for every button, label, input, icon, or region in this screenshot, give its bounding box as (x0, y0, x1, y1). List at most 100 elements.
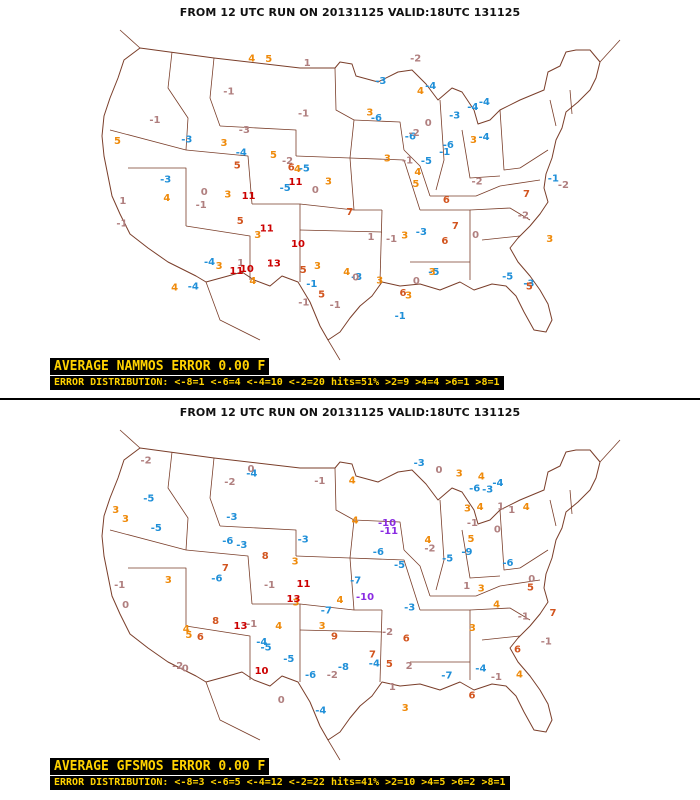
station-error-value: -6 (371, 113, 382, 124)
station-error-value: 3 (319, 621, 326, 632)
station-error-value: -6 (373, 547, 384, 558)
station-error-value: 4 (478, 472, 485, 483)
state-boundary (128, 567, 187, 626)
station-error-value: -5 (421, 156, 432, 167)
station-error-value: -2 (518, 211, 529, 222)
station-error-value: 5 (234, 161, 241, 172)
station-error-value: -6 (502, 558, 513, 569)
station-error-value: -1 (541, 636, 552, 647)
state-boundary (185, 625, 251, 680)
station-error-value: 10 (240, 264, 254, 275)
state-boundary (469, 207, 531, 221)
station-error-value: -7 (350, 575, 361, 586)
state-boundary (299, 203, 382, 211)
station-error-value: 11 (260, 223, 274, 234)
station-error-value: 1 (389, 682, 396, 693)
station-error-value: -5 (143, 494, 154, 505)
station-error-value: -5 (394, 560, 405, 571)
station-error-value: -4 (479, 97, 490, 108)
station-error-value: -2 (224, 477, 235, 488)
station-error-value: 7 (550, 608, 557, 619)
station-error-value: -2 (558, 180, 569, 191)
station-error-value: 0 (436, 465, 443, 476)
station-error-value: -4 (188, 282, 199, 293)
state-boundary (569, 89, 573, 115)
station-error-value: 3 (314, 261, 321, 272)
station-error-value: -1 (264, 580, 275, 591)
station-error-value: 1 (497, 502, 504, 513)
station-error-value: -4 (467, 102, 478, 113)
station-error-value: 5 (526, 282, 533, 293)
station-error-value: 4 (275, 621, 282, 632)
station-error-value: -3 (239, 125, 250, 136)
station-error-value: -4 (246, 469, 257, 480)
station-error-value: -2 (410, 53, 421, 64)
station-error-value: -1 (116, 218, 127, 229)
station-error-value: 9 (331, 631, 338, 642)
station-error-value: -2 (409, 128, 420, 139)
station-error-value: -6 (443, 140, 454, 151)
station-error-value: 4 (516, 669, 523, 680)
station-error-value: -3 (523, 278, 534, 289)
state-boundary (481, 235, 521, 241)
state-boundary (299, 629, 383, 633)
station-error-value: -1 (386, 234, 397, 245)
station-error-value: 3 (325, 177, 332, 188)
station-error-value: 4 (349, 476, 356, 487)
station-error-value: 4 (249, 276, 256, 287)
station-error-value: 4 (294, 164, 301, 175)
state-boundary (481, 635, 521, 641)
station-error-value: -3 (404, 603, 415, 614)
station-error-value: -1 (223, 87, 234, 98)
station-error-value: -10 (378, 518, 396, 529)
station-error-value: -3 (226, 512, 237, 523)
state-boundary (435, 499, 445, 591)
station-error-value: -5 (151, 523, 162, 534)
map-panel-gfsmos: FROM 12 UTC RUN ON 20131125 VALID:18UTC … (0, 400, 700, 800)
map-canvas: -6-4-5-6-3-5-7-6-4-3-6-5-4-7-3-5-6-4-3-5… (101, 429, 621, 761)
station-error-value: 4 (493, 600, 500, 611)
station-error-value: 6 (288, 162, 295, 173)
station-error-value: -5 (261, 643, 272, 654)
station-error-value: 4 (343, 267, 350, 278)
state-boundary (519, 149, 549, 169)
station-error-value: -3 (414, 458, 425, 469)
station-error-value: 7 (523, 189, 530, 200)
station-error-value: -2 (382, 627, 393, 638)
station-error-value: 1 (304, 58, 311, 69)
station-error-value: -3 (160, 174, 171, 185)
station-error-value: 0 (528, 574, 535, 585)
state-boundary (461, 529, 501, 579)
station-error-value: -4 (425, 81, 436, 92)
station-error-value: -8 (338, 662, 349, 673)
station-error-value: 11 (242, 191, 256, 202)
station-error-value: 5 (318, 290, 325, 301)
station-error-value: -1 (518, 612, 529, 623)
station-error-value: -6 (469, 484, 480, 495)
station-error-value: 7 (222, 563, 229, 574)
station-error-value: -5 (283, 654, 294, 665)
station-error-value: -10 (356, 592, 374, 603)
state-boundary (430, 585, 501, 597)
station-error-value: 3 (405, 291, 412, 302)
station-error-value: 0 (248, 464, 255, 475)
state-boundary (349, 157, 421, 211)
state-boundary (185, 225, 251, 280)
station-error-value: 13 (267, 258, 281, 269)
station-error-value: 3 (112, 505, 119, 516)
station-error-value: 6 (197, 632, 204, 643)
error-distribution-label: ERROR DISTRIBUTION: <-8=1 <-6=4 <-4=10 <… (50, 376, 504, 390)
station-error-value: 7 (346, 207, 353, 218)
station-error-value: -2 (327, 670, 338, 681)
state-boundary (353, 519, 405, 551)
station-error-value: 4 (337, 595, 344, 606)
station-error-value: -5 (502, 271, 513, 282)
station-error-value: 3 (384, 153, 391, 164)
station-error-value: 5 (114, 136, 121, 147)
station-error-value: -1 (467, 518, 478, 529)
station-error-value: 0 (425, 118, 432, 129)
station-error-value: -5 (299, 164, 310, 175)
station-error-value: 0 (278, 695, 285, 706)
state-boundary (349, 557, 421, 611)
state-boundary (549, 499, 557, 527)
